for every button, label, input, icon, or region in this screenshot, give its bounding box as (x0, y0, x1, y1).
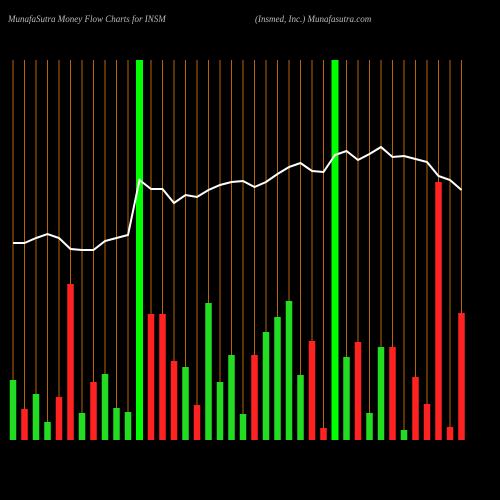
bar (113, 408, 120, 440)
bar (423, 404, 431, 440)
bar (124, 412, 132, 440)
bar (44, 422, 51, 440)
bar (262, 332, 270, 440)
bar (446, 427, 454, 440)
bar (343, 357, 350, 440)
bar (458, 313, 465, 440)
bar (90, 382, 97, 440)
bar (239, 414, 247, 440)
bar (55, 397, 63, 440)
bar (159, 314, 166, 440)
chart-title: MunafaSutra Money Flow Charts for INSM (7, 14, 166, 24)
bar (78, 413, 86, 440)
bar (170, 361, 178, 440)
bar (251, 355, 258, 440)
bar (32, 394, 40, 440)
bar (435, 182, 442, 440)
bar (366, 413, 373, 440)
bar (412, 377, 419, 440)
bar (182, 367, 189, 440)
bar (21, 409, 28, 440)
bar (354, 342, 362, 440)
bar (320, 428, 327, 440)
money-flow-line (13, 145, 463, 251)
bar (297, 375, 304, 440)
bar (400, 430, 408, 440)
bar (274, 317, 281, 440)
highlight-band (136, 60, 143, 440)
bar (228, 355, 235, 440)
highlight-band (331, 60, 339, 440)
bar (193, 405, 201, 440)
bar (147, 314, 155, 440)
bar (205, 303, 212, 440)
bar (101, 374, 109, 440)
bar (389, 347, 396, 440)
bar (67, 284, 74, 440)
bar (216, 382, 224, 440)
bar (9, 380, 17, 440)
chart-subtitle: (Insmed, Inc.) Munafasutra.com (255, 14, 372, 24)
bar (308, 341, 316, 440)
bar (285, 301, 293, 440)
bar (377, 347, 385, 440)
